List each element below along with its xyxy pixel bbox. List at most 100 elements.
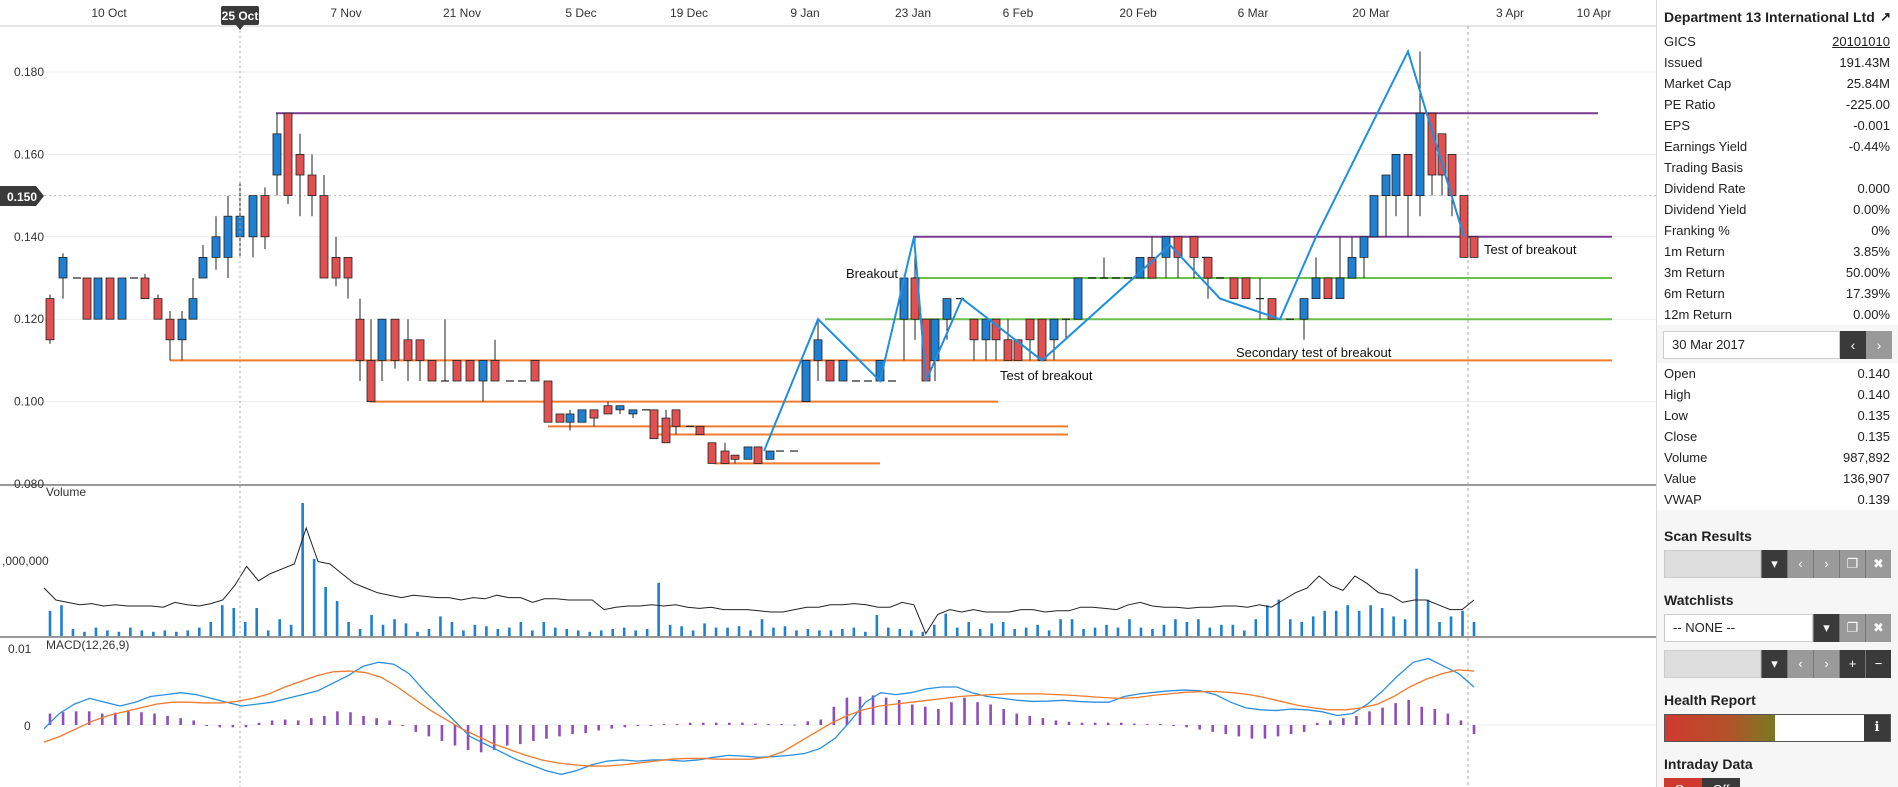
volume-bar xyxy=(462,630,465,636)
volume-bar xyxy=(841,629,844,636)
stats-label: Trading Basis xyxy=(1664,160,1743,175)
watchlist-select[interactable]: -- NONE -- xyxy=(1664,614,1813,642)
price-chart[interactable]: 0.180 0.160 0.140 0.120 0.100 0.080 10 Oct 7 N… xyxy=(0,0,1656,787)
volume-bar xyxy=(1334,610,1338,636)
date-field[interactable]: 30 Mar 2017 xyxy=(1663,331,1840,359)
crosshair-price-box xyxy=(0,186,44,206)
macd-histogram-bar xyxy=(1446,713,1450,725)
prev-date-button[interactable]: ‹ xyxy=(1840,331,1866,359)
x-axis-label: 9 Jan xyxy=(790,6,819,20)
next-icon[interactable]: › xyxy=(1813,550,1839,578)
candle-up xyxy=(1381,174,1391,197)
external-link-icon[interactable]: ↗ xyxy=(1880,9,1891,24)
prev-icon[interactable]: ‹ xyxy=(1787,650,1813,678)
candle-down xyxy=(1173,236,1183,258)
macd-histogram-bar xyxy=(388,720,391,725)
volume-bar xyxy=(921,631,925,636)
candle-down xyxy=(1025,318,1035,341)
candle-down xyxy=(105,277,115,320)
volume-bar xyxy=(1208,627,1212,636)
volume-bar xyxy=(726,627,729,636)
macd-histogram-bar xyxy=(780,724,783,726)
intraday-off-button[interactable]: Off xyxy=(1702,778,1740,787)
macd-histogram-bar xyxy=(793,724,796,726)
volume-bar xyxy=(347,622,350,636)
volume-bar xyxy=(818,630,821,636)
candle-up xyxy=(1161,236,1171,258)
ohlc-row: Volume 987,892 xyxy=(1657,447,1898,468)
scan-results-select[interactable] xyxy=(1664,550,1761,578)
candle-down xyxy=(1203,256,1213,279)
x-axis-label: 6 Feb xyxy=(1003,6,1034,20)
volume-bar xyxy=(427,629,431,636)
intraday-toggle[interactable]: On Off xyxy=(1664,778,1744,787)
annotation-breakout: Breakout xyxy=(846,266,898,281)
candle-down xyxy=(153,298,163,320)
next-icon[interactable]: › xyxy=(1813,650,1839,678)
ohlc-row: High 0.140 xyxy=(1657,384,1898,405)
volume-bar xyxy=(1001,622,1005,636)
volume-bar xyxy=(370,615,373,636)
next-date-button[interactable]: › xyxy=(1866,331,1892,359)
candle-down xyxy=(695,425,705,435)
macd-histogram-bar xyxy=(1394,703,1397,725)
candle-up xyxy=(177,318,187,341)
candle-down xyxy=(355,318,365,361)
macd-histogram-bar xyxy=(1459,720,1463,725)
macd-histogram-bar xyxy=(74,711,78,725)
macd-histogram-bar xyxy=(1172,725,1175,726)
document-icon[interactable]: ❐ xyxy=(1839,550,1865,578)
candle-down xyxy=(283,112,293,196)
trash-icon[interactable]: ✖ xyxy=(1865,550,1891,578)
candle-up xyxy=(1415,112,1425,196)
stats-label: 12m Return xyxy=(1664,307,1732,322)
annotation-secondary-test: Secondary test of breakout xyxy=(1236,345,1392,360)
watchlist-item-select[interactable] xyxy=(1664,650,1761,678)
volume-bar xyxy=(1036,624,1039,636)
volume-bar xyxy=(140,630,144,636)
candle-down xyxy=(753,446,763,464)
candle-up xyxy=(1073,277,1083,320)
macd-histogram-bar xyxy=(1237,725,1241,737)
health-report-bar[interactable]: i xyxy=(1664,714,1891,742)
price-axis-label: 0.160 xyxy=(14,147,44,161)
volume-bar xyxy=(645,629,649,636)
stats-value[interactable]: 20101010 xyxy=(1832,34,1890,49)
minus-icon[interactable]: − xyxy=(1865,650,1891,678)
stats-row: Earnings Yield -0.44% xyxy=(1657,136,1898,157)
volume-bar xyxy=(829,630,833,636)
x-axis-label: 10 Apr xyxy=(1577,6,1612,20)
price-axis-label: 0.100 xyxy=(14,395,44,409)
chevron-down-icon[interactable]: ▾ xyxy=(1761,550,1787,578)
volume-bar xyxy=(175,631,178,636)
health-gradient xyxy=(1665,715,1775,741)
macd-histogram-bar xyxy=(1368,711,1371,725)
ohlc-value: 987,892 xyxy=(1843,450,1890,465)
stats-row: GICS 20101010 xyxy=(1657,31,1898,52)
macd-histogram-bar xyxy=(453,725,457,746)
date-picker[interactable]: 30 Mar 2017 ‹ › xyxy=(1663,331,1892,359)
macd-histogram-bar xyxy=(910,704,914,725)
stats-row: EPS -0.001 xyxy=(1657,115,1898,136)
prev-icon[interactable]: ‹ xyxy=(1787,550,1813,578)
info-icon[interactable]: i xyxy=(1864,715,1890,741)
volume-bar xyxy=(967,622,971,636)
chevron-down-icon[interactable]: ▾ xyxy=(1761,650,1787,678)
macd-histogram-bar xyxy=(871,695,875,725)
candle-down xyxy=(452,359,462,382)
chevron-down-icon[interactable]: ▾ xyxy=(1813,614,1839,642)
macd-histogram-bar xyxy=(401,725,405,726)
volume-bar xyxy=(1472,622,1476,636)
volume-bar xyxy=(1369,605,1372,636)
document-icon[interactable]: ❐ xyxy=(1839,614,1865,642)
macd-histogram-bar xyxy=(649,725,653,726)
chart-area[interactable]: 0.180 0.160 0.140 0.120 0.100 0.080 10 Oct 7 N… xyxy=(0,0,1656,787)
volume-bar xyxy=(289,624,293,636)
candle-down xyxy=(366,359,376,402)
intraday-on-button[interactable]: On xyxy=(1664,778,1702,787)
macd-histogram-bar xyxy=(427,725,431,737)
annotation-test-of-breakout-1: Test of breakout xyxy=(1000,368,1093,383)
trash-icon[interactable]: ✖ xyxy=(1865,614,1891,642)
plus-icon[interactable]: + xyxy=(1839,650,1865,678)
candle-down xyxy=(589,409,599,419)
